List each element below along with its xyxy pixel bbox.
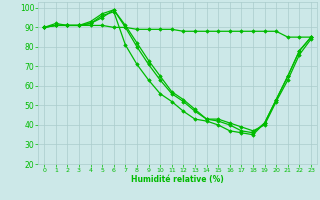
X-axis label: Humidité relative (%): Humidité relative (%) xyxy=(131,175,224,184)
